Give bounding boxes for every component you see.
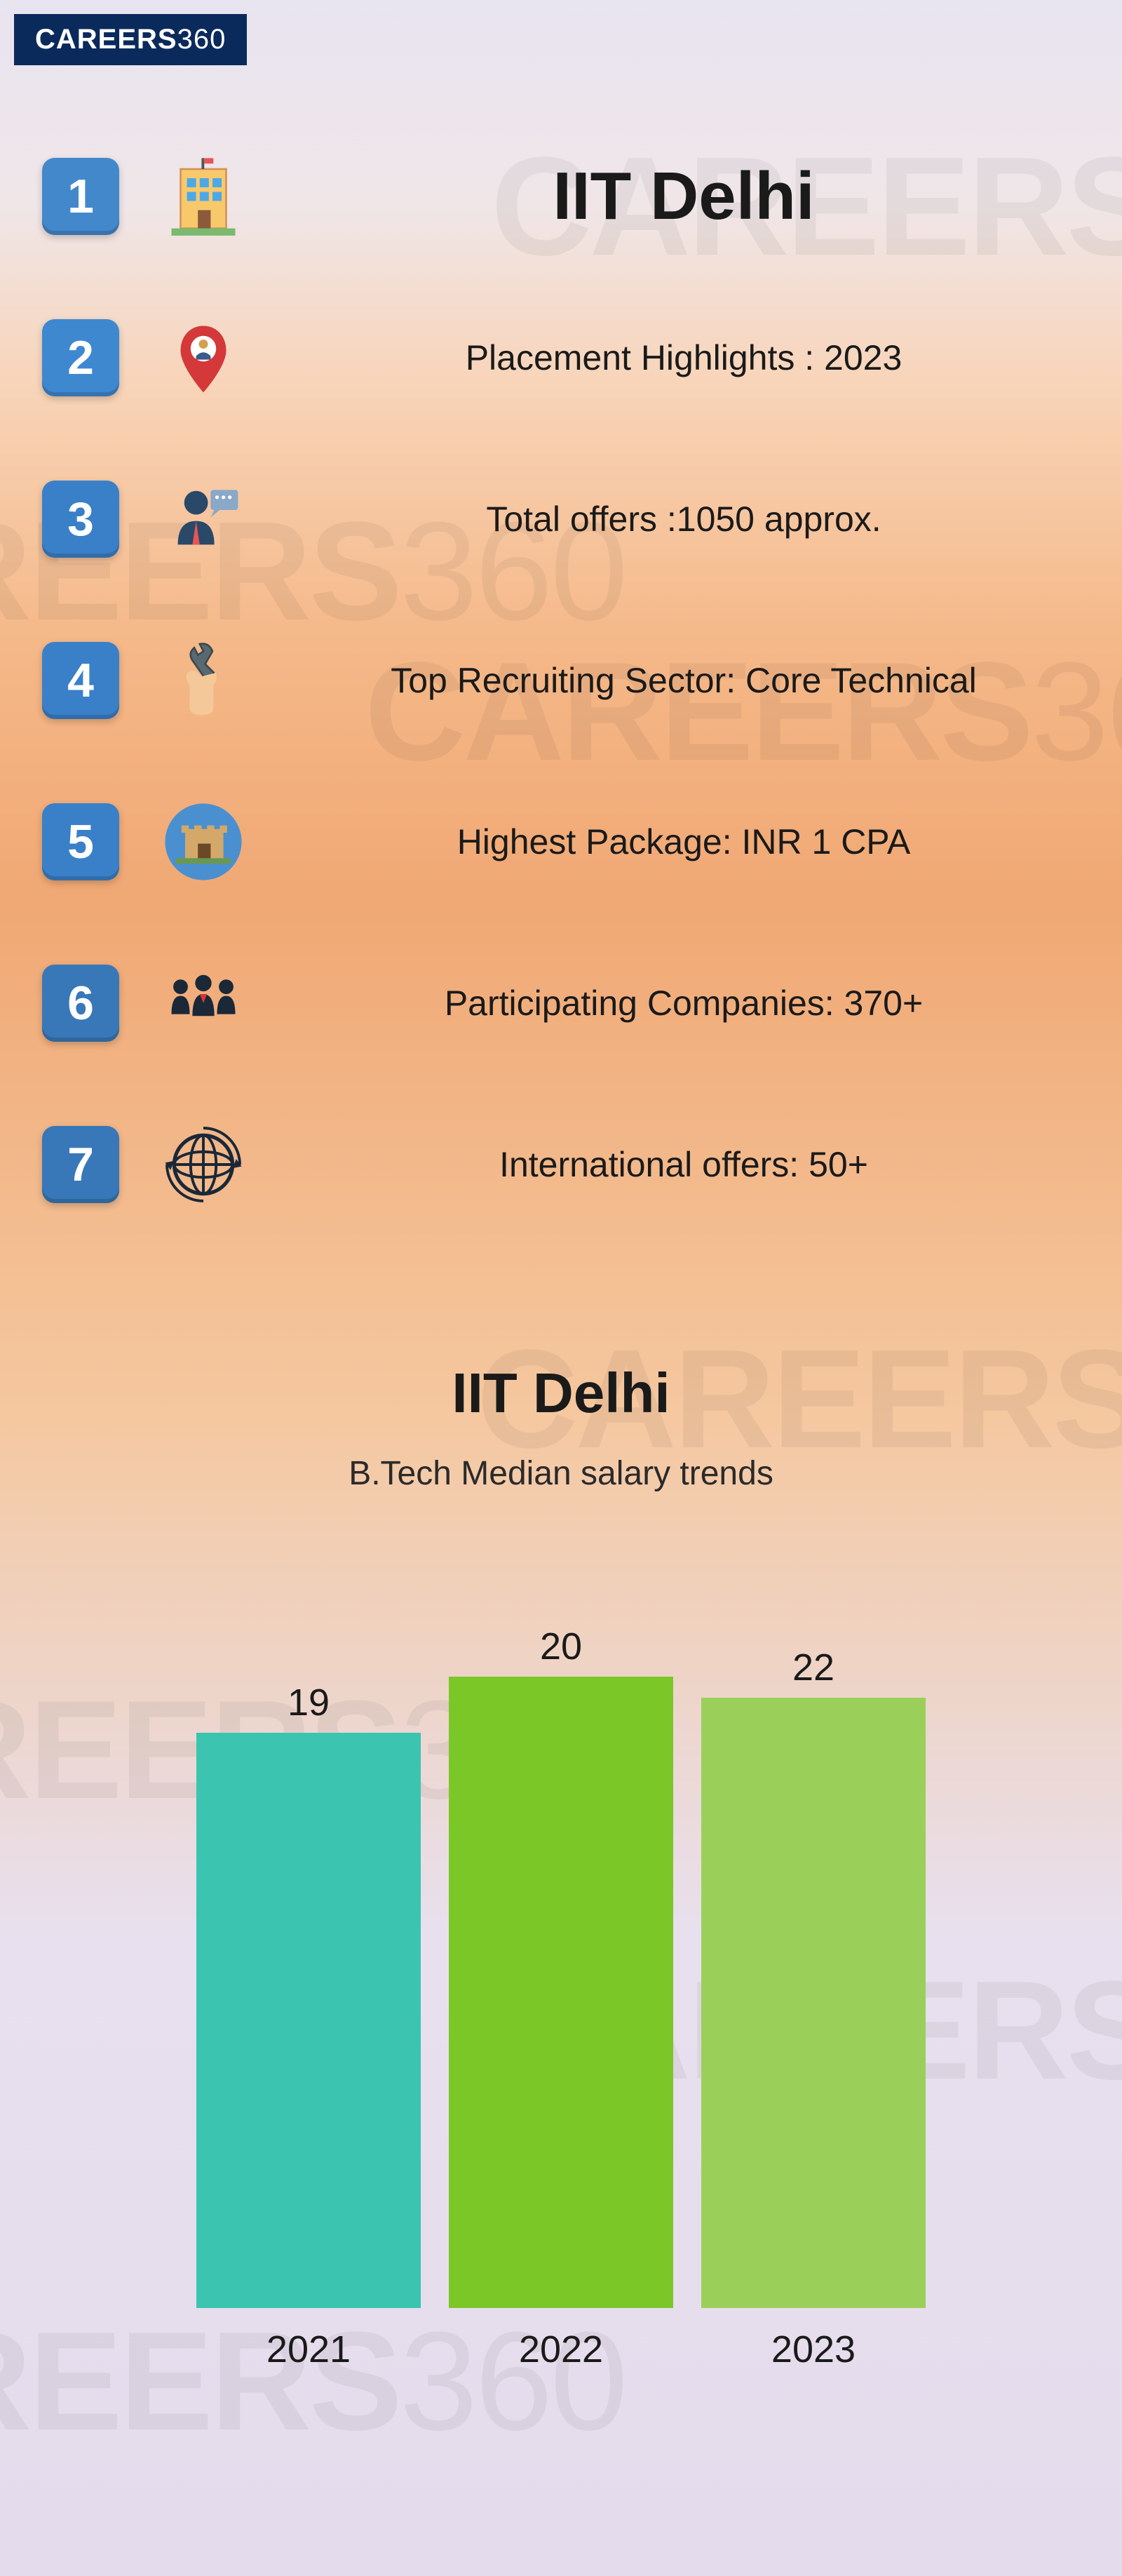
bar-category-label: 2021: [196, 2328, 421, 2371]
number-badge: 3: [42, 481, 119, 558]
bar-value-label: 19: [288, 1681, 330, 1724]
building-icon: [147, 140, 259, 253]
number-badge: 2: [42, 319, 119, 396]
salary-chart-section: IIT Delhi B.Tech Median salary trends 19…: [0, 1361, 1122, 2392]
highlight-text: Placement Highlights : 2023: [288, 336, 1080, 380]
location-pin-icon: [147, 302, 259, 414]
castle-icon: [147, 786, 259, 898]
number-badge: 7: [42, 1126, 119, 1203]
bar: [701, 1698, 926, 2308]
highlight-row: 1 IIT Delhi: [42, 140, 1080, 253]
highlight-row: 6 Participating Companies: 370+: [42, 947, 1080, 1059]
brand-name: CAREERS: [35, 24, 177, 55]
bar: [196, 1733, 421, 2308]
infographic-page: CAREERS360 CAREERS360CAREERS360CAREERS36…: [0, 0, 1122, 2576]
highlight-text: Total offers :1050 approx.: [288, 497, 1080, 542]
bar-value-label: 20: [540, 1625, 582, 1668]
bar-value-label: 22: [792, 1646, 834, 1689]
highlight-row: 3 Total offers :1050 approx.: [42, 463, 1080, 575]
number-badge: 4: [42, 642, 119, 719]
highlight-text: Top Recruiting Sector: Core Technical: [288, 659, 1080, 703]
bar-group: 222023: [701, 1646, 926, 2308]
highlight-text: International offers: 50+: [288, 1143, 1080, 1187]
brand-suffix: 360: [177, 24, 227, 55]
bar-category-label: 2023: [701, 2328, 926, 2371]
brand-logo: CAREERS360: [14, 14, 247, 65]
number-badge: 1: [42, 158, 119, 235]
businessman-icon: [147, 463, 259, 575]
bar-category-label: 2022: [449, 2328, 673, 2371]
highlight-row: 5 Highest Package: INR 1 CPA: [42, 786, 1080, 898]
bar: [449, 1677, 673, 2308]
highlights-list: 1 IIT Delhi 2 Placement Highlights : 2023 3 T…: [42, 140, 1080, 1270]
number-badge: 6: [42, 965, 119, 1042]
highlight-row: 2 Placement Highlights : 2023: [42, 302, 1080, 414]
wrench-hand-icon: [147, 624, 259, 737]
bar-group: 192021: [196, 1681, 421, 2308]
people-group-icon: [147, 947, 259, 1059]
highlight-text: Participating Companies: 370+: [288, 981, 1080, 1026]
globe-icon: [147, 1108, 259, 1221]
highlight-text: Highest Package: INR 1 CPA: [288, 820, 1080, 864]
chart-section-title: IIT Delhi: [0, 1361, 1122, 1425]
bar-chart: 192021202022222023: [140, 1550, 982, 2392]
highlight-row: 4 Top Recruiting Sector: Core Technical: [42, 624, 1080, 737]
page-title: IIT Delhi: [288, 154, 1080, 239]
number-badge: 5: [42, 803, 119, 880]
bar-group: 202022: [449, 1625, 673, 2308]
highlight-row: 7 International offers: 50+: [42, 1108, 1080, 1221]
chart-subtitle: B.Tech Median salary trends: [0, 1454, 1122, 1494]
